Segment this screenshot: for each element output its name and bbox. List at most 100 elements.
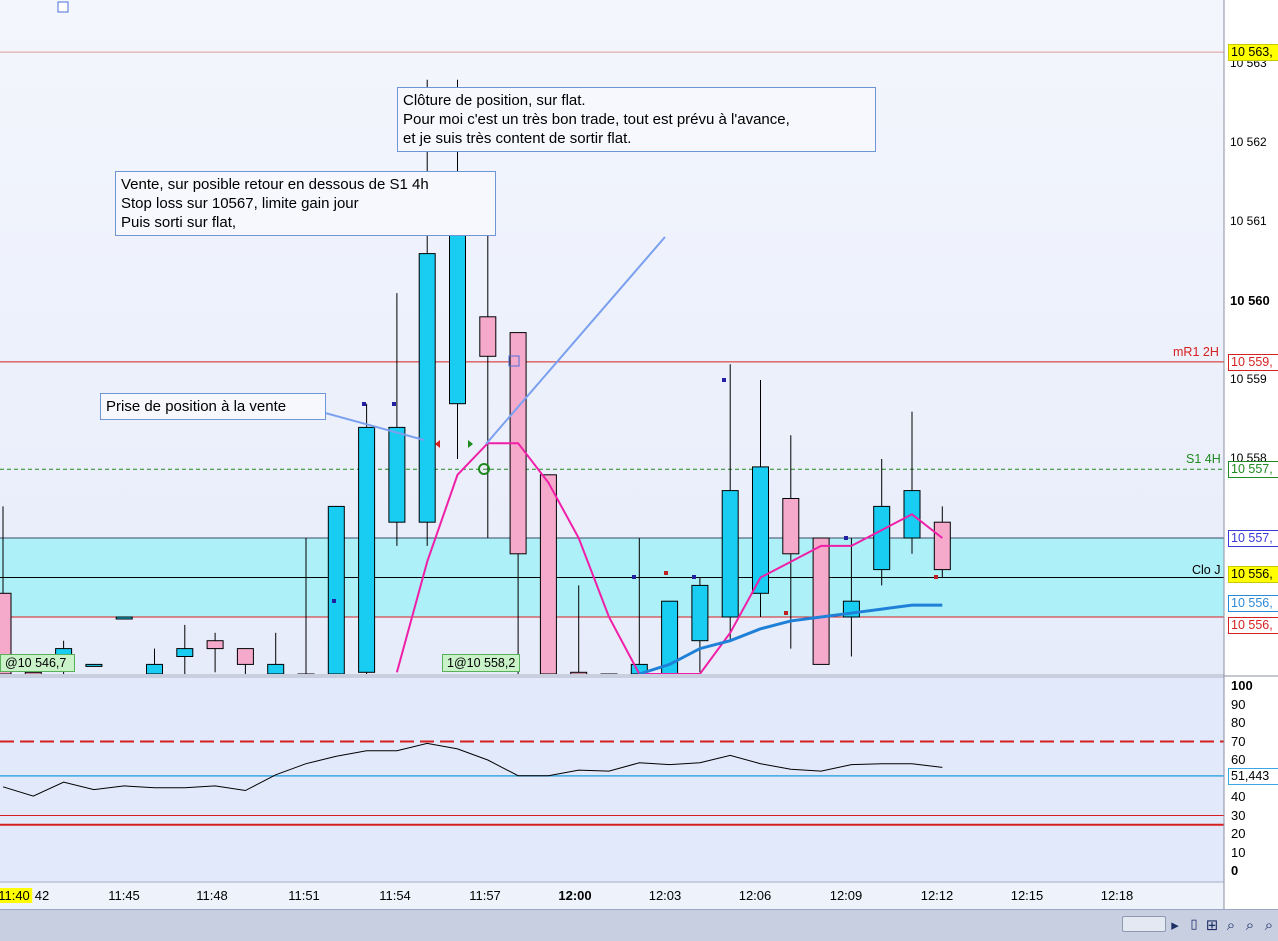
candle-body[interactable] bbox=[176, 648, 194, 657]
candle-body[interactable] bbox=[721, 490, 739, 618]
entry-note[interactable]: Prise de position à la vente bbox=[100, 393, 326, 420]
sell-marker-icon bbox=[435, 440, 440, 448]
S1-4H-label: S1 4H bbox=[1186, 452, 1221, 466]
tick-dot bbox=[692, 575, 696, 579]
candle-body[interactable] bbox=[327, 505, 345, 675]
tick-dot bbox=[722, 378, 726, 382]
sell-note-line-2: Stop loss sur 10567, limite gain jour bbox=[121, 195, 359, 212]
osc-tick-label: 10 bbox=[1231, 844, 1246, 860]
candle-body[interactable] bbox=[873, 505, 891, 571]
time-tick-label: 12:03 bbox=[648, 888, 682, 903]
close-position-note[interactable]: Clôture de position, sur flat. Pour moi … bbox=[397, 87, 876, 152]
panel-splitter[interactable] bbox=[0, 674, 1224, 678]
osc-tick-label: 80 bbox=[1231, 715, 1246, 730]
sell-note-line-3: Puis sorti sur flat, bbox=[121, 214, 237, 231]
tick-dot bbox=[332, 599, 336, 603]
price-axis-bg bbox=[1224, 0, 1278, 909]
price-tag: 10 557, bbox=[1228, 530, 1278, 547]
status-bar bbox=[0, 909, 1278, 941]
entry-note-text: Prise de position à la vente bbox=[106, 398, 287, 415]
scroll-right-icon[interactable]: ▸ bbox=[1171, 916, 1179, 934]
candle-body[interactable] bbox=[418, 253, 436, 523]
candle-body[interactable] bbox=[267, 663, 285, 675]
sell-note[interactable]: Vente, sur posible retour en dessous de … bbox=[115, 171, 496, 236]
time-tick-label: 12:12 bbox=[920, 888, 954, 903]
time-tick-label: 11:51 bbox=[288, 888, 320, 903]
tick-dot bbox=[784, 611, 788, 615]
close-note-line-2: Pour moi c'est un très bon trade, tout e… bbox=[403, 111, 790, 128]
close-note-line-3: et je suis très content de sortir flat. bbox=[403, 130, 632, 147]
candle-body[interactable] bbox=[782, 498, 800, 555]
price-tick-label: 10 562 bbox=[1230, 135, 1267, 149]
oscillator-panel-bg bbox=[0, 678, 1224, 882]
candle-body[interactable] bbox=[812, 537, 830, 665]
time-tick-label: 11:54 bbox=[379, 888, 411, 903]
page-icon[interactable]: ▯ bbox=[1190, 917, 1198, 932]
price-tag: 10 556, bbox=[1228, 594, 1278, 612]
time-tick-label: 12:15 bbox=[1010, 888, 1044, 903]
candle-body[interactable] bbox=[388, 426, 406, 523]
fill-marker-icon bbox=[478, 463, 490, 475]
osc-tick-label: 60 bbox=[1231, 752, 1246, 767]
price-tag: 10 557, bbox=[1228, 461, 1278, 479]
candle-body[interactable] bbox=[85, 663, 103, 667]
oscillator-line bbox=[2, 742, 943, 797]
price-tick-label: 10 561 bbox=[1230, 214, 1267, 228]
zoom-out-icon[interactable]: ⌕ bbox=[1245, 916, 1255, 934]
osc-tick-label: 30 bbox=[1231, 807, 1246, 823]
time-tick-label: 11:40 bbox=[0, 888, 32, 903]
time-tick-label: 11:57 bbox=[469, 888, 501, 903]
buy-marker-icon bbox=[468, 440, 473, 448]
candle-body[interactable] bbox=[933, 521, 951, 571]
order-tag-left[interactable]: @10 546,7 bbox=[0, 654, 75, 672]
close-note-line-1: Clôture de position, sur flat. bbox=[403, 92, 586, 109]
tick-dot bbox=[392, 402, 396, 406]
time-tick-label: 12:18 bbox=[1100, 888, 1134, 903]
order-tag-mid[interactable]: 1@10 558,2 bbox=[442, 654, 521, 672]
osc-tick-label: 90 bbox=[1231, 696, 1246, 712]
clo-j-label: Clo J bbox=[1192, 563, 1221, 577]
time-tick-label: 11:45 bbox=[108, 888, 140, 903]
osc-tick-label: 40 bbox=[1231, 789, 1246, 804]
candle-body[interactable] bbox=[236, 648, 254, 665]
tick-dot bbox=[844, 536, 848, 540]
time-tick-label: 12:00 bbox=[558, 888, 592, 903]
search-icon[interactable]: ⌕ bbox=[1264, 916, 1274, 934]
tick-dot bbox=[664, 571, 668, 575]
tick-dot bbox=[934, 575, 938, 579]
tick-dot bbox=[362, 402, 366, 406]
handle-square[interactable] bbox=[508, 355, 520, 367]
osc-tick-label: 70 bbox=[1231, 733, 1246, 749]
moving-average-blue bbox=[638, 603, 943, 676]
candle-body[interactable] bbox=[206, 640, 224, 650]
candle-body[interactable] bbox=[752, 466, 769, 594]
price-tag: 10 559, bbox=[1228, 353, 1278, 371]
osc-tick-label: 0 bbox=[1231, 863, 1239, 878]
osc-tick-label: 100 bbox=[1231, 678, 1253, 693]
zoom-in-icon[interactable]: ⌕ bbox=[1226, 916, 1236, 934]
candle-body[interactable] bbox=[691, 584, 709, 642]
tick-dot bbox=[632, 575, 636, 579]
chart-handle-square[interactable] bbox=[57, 1, 69, 13]
time-tick-label: 12:09 bbox=[829, 888, 863, 903]
price-tick-label: 10 559 bbox=[1230, 372, 1267, 386]
price-tag: 10 556, bbox=[1228, 565, 1278, 583]
osc-current-value: 51,443 bbox=[1228, 767, 1278, 785]
time-tick-label: 12:06 bbox=[738, 888, 772, 903]
horizontal-scrollbar[interactable] bbox=[1122, 916, 1166, 932]
candle-body[interactable] bbox=[539, 474, 557, 675]
candle-body[interactable] bbox=[479, 316, 497, 357]
osc-tick-label: 20 bbox=[1231, 826, 1246, 841]
price-tag: 10 556, bbox=[1228, 616, 1278, 634]
price-tag: 10 563, bbox=[1228, 44, 1278, 62]
mR1-2H-label: mR1 2H bbox=[1173, 345, 1219, 359]
price-tick-label: 10 560 bbox=[1230, 293, 1270, 308]
candle-body[interactable] bbox=[358, 426, 376, 673]
candle-body[interactable] bbox=[115, 616, 133, 620]
candle-body[interactable] bbox=[146, 663, 163, 675]
time-tick-label: 11:48 bbox=[196, 888, 228, 903]
zoom-fit-icon[interactable]: ⊞ bbox=[1205, 916, 1219, 934]
exit-arrow[interactable] bbox=[485, 236, 666, 445]
sell-note-line-1: Vente, sur posible retour en dessous de … bbox=[121, 176, 429, 193]
